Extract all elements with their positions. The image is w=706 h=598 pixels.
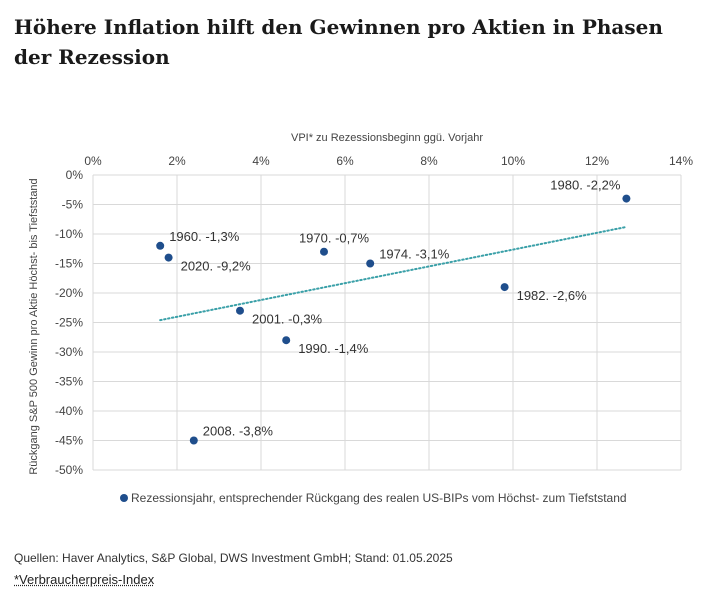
data-point: [500, 283, 509, 292]
trendline-layer: [159, 225, 628, 322]
x-tick-label: 8%: [420, 154, 438, 168]
y-axis-title: Rückgang S&P 500 Gewinn pro Aktie Höchst…: [28, 178, 40, 474]
y-tick-label: -20%: [55, 286, 83, 300]
data-point: [366, 259, 375, 268]
y-tick-label: -50%: [55, 463, 83, 477]
data-label: 1970. -0,7%: [299, 231, 370, 246]
y-tick-label: -25%: [55, 316, 83, 330]
axes: 0% -5% -10% -15% -20% -25% -30% -35% -40% -45% -50…: [28, 132, 693, 477]
legend-marker: [120, 494, 128, 502]
chart-title: Höhere Inflation hilft den Gewinnen pro …: [14, 15, 663, 69]
y-tick-label: -5%: [62, 198, 84, 212]
sources-note: Quellen: Haver Analytics, S&P Global, DW…: [14, 551, 453, 565]
data-label: 1980. -2,2%: [550, 178, 621, 193]
x-tick-label: 14%: [669, 154, 693, 168]
data-point: [320, 247, 328, 256]
y-tick-label: -30%: [55, 345, 83, 359]
data-point: [236, 306, 244, 315]
data-point: [189, 436, 198, 445]
data-label: 2020. -9,2%: [181, 259, 252, 274]
y-tick-label: -10%: [55, 227, 83, 241]
y-tick-label: -45%: [55, 434, 83, 448]
data-point: [156, 241, 165, 250]
x-tick-label: 10%: [501, 154, 525, 168]
data-point: [164, 253, 173, 262]
y-tick-label: -35%: [55, 375, 83, 389]
data-point: [622, 194, 631, 203]
data-point: [282, 336, 291, 345]
y-tick-label: -15%: [55, 257, 83, 271]
x-axis-title: VPI* zu Rezessionsbeginn ggü. Vorjahr: [291, 132, 483, 144]
data-label: 1974. -3,1%: [379, 247, 450, 262]
footnote-link[interactable]: *Verbraucherpreis-Index: [14, 572, 155, 587]
y-tick-label: -40%: [55, 404, 83, 418]
trendline: [159, 225, 628, 322]
data-label: 2008. -3,8%: [203, 424, 274, 439]
data-label: 1982. -2,6%: [517, 288, 588, 303]
data-label: 1960. -1,3%: [169, 229, 240, 244]
data-label: 1990. -1,4%: [298, 341, 369, 356]
y-tick-label: 0%: [66, 168, 84, 182]
x-tick-label: 12%: [585, 154, 609, 168]
x-tick-label: 0%: [84, 154, 102, 168]
grid: [92, 174, 682, 471]
x-tick-label: 2%: [168, 154, 186, 168]
x-tick-label: 6%: [336, 154, 354, 168]
data-points: 1960. -1,3% 2020. -9,2% 2008. -3,8% 2001. -…: [156, 178, 631, 445]
legend-label: Rezessionsjahr, entsprechender Rückgang …: [131, 491, 627, 505]
x-tick-label: 4%: [252, 154, 270, 168]
legend: Rezessionsjahr, entsprechender Rückgang …: [120, 491, 627, 505]
data-label: 2001. -0,3%: [252, 312, 323, 327]
